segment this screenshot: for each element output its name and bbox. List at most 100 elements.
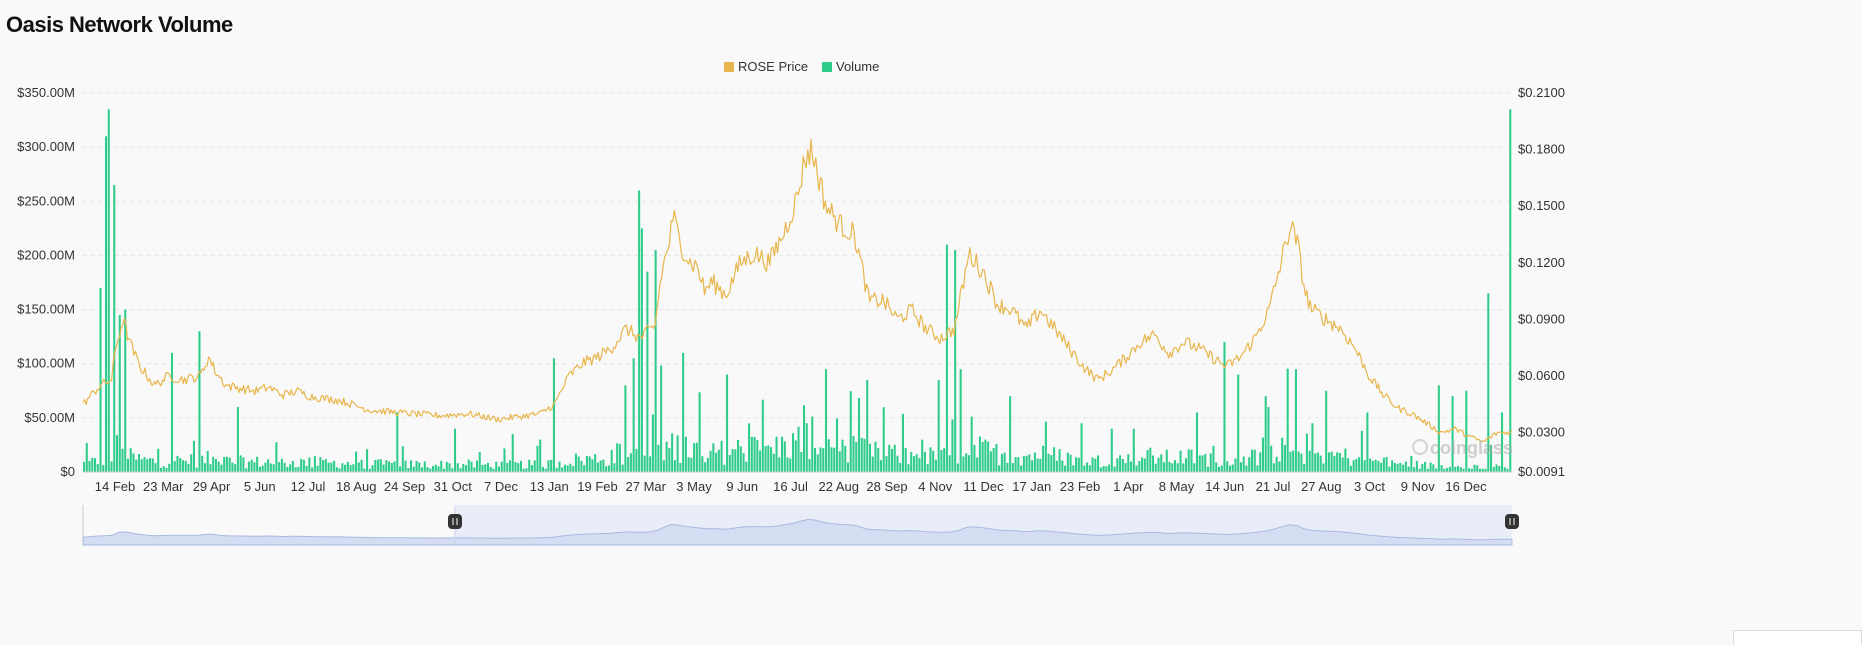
- volume-bar: [388, 461, 391, 472]
- right-axis-tick-label: $0.2100: [1518, 85, 1565, 100]
- volume-bar: [547, 460, 550, 472]
- volume-bar: [885, 456, 888, 472]
- volume-bar: [1047, 453, 1050, 472]
- volume-bar: [676, 435, 679, 472]
- volume-bar: [1391, 460, 1394, 472]
- volume-bar: [1283, 445, 1286, 472]
- volume-bar: [789, 458, 792, 472]
- volume-bar: [382, 464, 385, 472]
- volume-bar: [412, 466, 415, 472]
- volume-bar: [970, 416, 973, 472]
- volume-bar: [319, 457, 322, 472]
- volume-bar: [311, 467, 314, 472]
- volume-bar: [368, 468, 371, 472]
- volume-bar: [824, 369, 828, 472]
- navigator-handle[interactable]: [1505, 514, 1519, 529]
- volume-bar: [220, 464, 223, 472]
- volume-bar: [83, 461, 86, 472]
- volume-bar: [286, 466, 289, 472]
- volume-bar: [132, 453, 135, 472]
- volume-bar: [322, 460, 325, 472]
- volume-bar: [148, 458, 152, 472]
- legend-label[interactable]: Volume: [836, 59, 879, 74]
- x-axis-tick-label: 11 Dec: [963, 479, 1004, 494]
- volume-bar: [1366, 412, 1369, 472]
- volume-bar: [918, 458, 921, 472]
- volume-bar: [610, 449, 613, 472]
- volume-bar: [1179, 450, 1182, 472]
- volume-bar: [1069, 454, 1072, 472]
- volume-bar: [728, 454, 731, 472]
- volume-bar: [1239, 462, 1243, 472]
- volume-bar: [868, 443, 872, 472]
- volume-bar: [426, 467, 429, 472]
- x-axis-tick-label: 3 Oct: [1354, 479, 1385, 494]
- volume-bar: [1300, 453, 1303, 472]
- volume-bar: [168, 463, 171, 472]
- volume-bar: [1443, 468, 1446, 472]
- volume-bar: [1286, 368, 1289, 472]
- volume-bar: [157, 448, 160, 472]
- volume-bar: [835, 418, 839, 472]
- volume-bar: [594, 454, 597, 472]
- volume-bar: [333, 460, 336, 472]
- volume-bar: [1086, 462, 1089, 472]
- volume-bar: [1404, 461, 1407, 472]
- volume-bar: [976, 457, 979, 472]
- volume-bar: [349, 465, 352, 472]
- volume-bar: [1325, 390, 1328, 472]
- volume-bar: [992, 448, 995, 472]
- volume-bar: [1410, 456, 1413, 472]
- volume-bar: [519, 460, 523, 472]
- navigator-series: [82, 518, 1513, 546]
- volume-bar: [802, 405, 806, 472]
- volume-bar: [929, 447, 932, 472]
- volume-bar: [421, 467, 424, 472]
- volume-bar: [1116, 458, 1119, 472]
- volume-bar: [1130, 461, 1133, 472]
- volume-bar: [1206, 466, 1210, 472]
- volume-bar: [1009, 396, 1012, 472]
- volume-bar: [772, 453, 775, 472]
- range-navigator: [82, 505, 1519, 546]
- volume-bar: [987, 441, 990, 472]
- volume-bar: [965, 453, 968, 472]
- volume-bar: [203, 463, 206, 472]
- volume-bar: [726, 374, 729, 472]
- legend-swatch[interactable]: [724, 62, 734, 72]
- left-axis-tick-label: $250.00M: [17, 193, 75, 208]
- volume-bar: [401, 446, 404, 472]
- volume-bar: [250, 459, 253, 472]
- volume-bar: [102, 465, 105, 472]
- volume-bar: [1184, 458, 1188, 472]
- volume-bar: [107, 109, 110, 472]
- volume-bar: [866, 379, 869, 472]
- navigator-handle[interactable]: [448, 514, 462, 529]
- legend-swatch[interactable]: [822, 62, 832, 72]
- volume-bar: [951, 419, 954, 472]
- volume-bar: [1267, 407, 1270, 472]
- volume-bar: [1031, 460, 1034, 472]
- volume-bar: [283, 462, 286, 472]
- volume-bar: [901, 413, 904, 472]
- volume-bar: [723, 464, 726, 472]
- volume-bar: [934, 459, 937, 472]
- volume-bar: [822, 448, 825, 472]
- volume-bar: [198, 331, 201, 472]
- volume-bar: [525, 468, 528, 472]
- legend-label[interactable]: ROSE Price: [738, 59, 808, 74]
- volume-bar: [159, 467, 163, 472]
- volume-bar: [1165, 449, 1168, 472]
- right-axis-tick-label: $0.1200: [1518, 255, 1565, 270]
- x-axis-tick-label: 17 Jan: [1012, 479, 1051, 494]
- volume-bar: [280, 458, 283, 472]
- volume-bar: [316, 465, 319, 472]
- volume-bar: [811, 416, 814, 472]
- volume-bar: [583, 465, 586, 472]
- volume-bar: [1382, 457, 1385, 472]
- volume-bar: [756, 440, 759, 472]
- volume-bar: [121, 448, 124, 472]
- volume-bar: [693, 443, 696, 472]
- volume-bar: [445, 461, 448, 472]
- corner-widget[interactable]: [1733, 630, 1862, 645]
